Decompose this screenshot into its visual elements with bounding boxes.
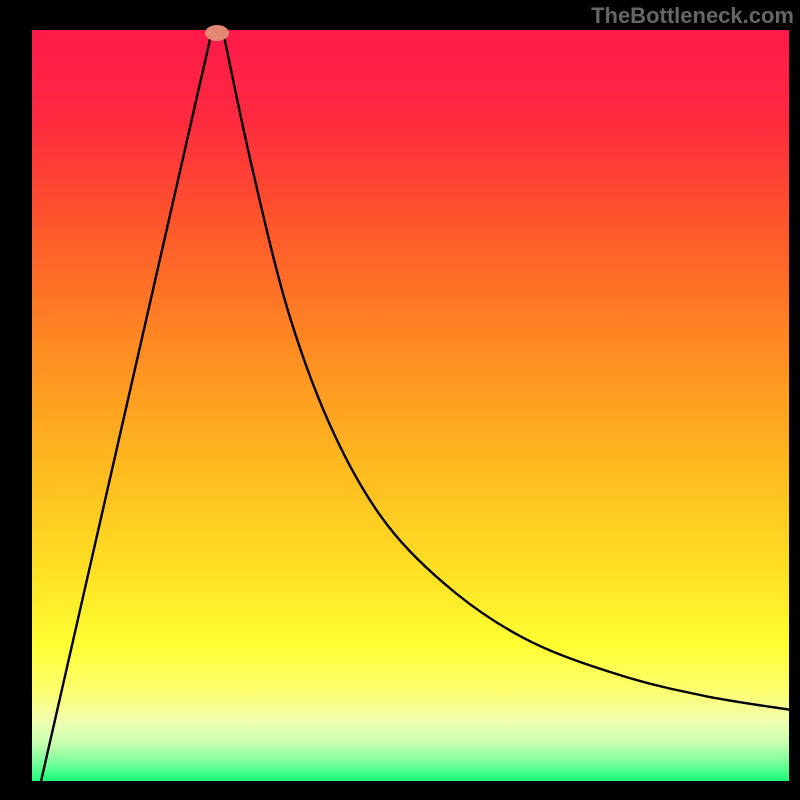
watermark-text: TheBottleneck.com	[591, 3, 794, 29]
chart-container: TheBottleneck.com	[0, 0, 800, 800]
gradient-plot	[32, 30, 789, 781]
